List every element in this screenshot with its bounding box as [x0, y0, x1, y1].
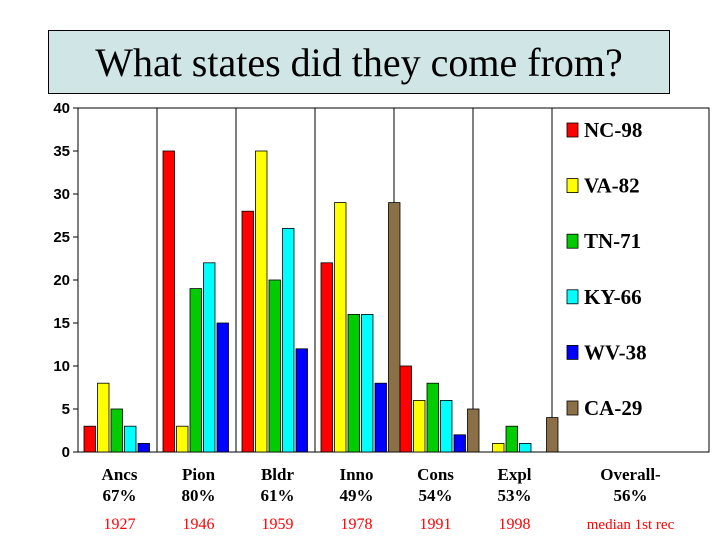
overall-label: Overall- [600, 465, 661, 484]
x-category-percent: 67% [103, 486, 137, 505]
bar [399, 365, 412, 453]
x-category-year: 1998 [499, 516, 531, 533]
x-category-year: 1946 [183, 516, 215, 533]
bar [347, 313, 360, 453]
x-category-year: 1991 [420, 516, 452, 533]
bar [492, 442, 505, 453]
bar [216, 322, 229, 453]
bar [453, 434, 466, 453]
legend-label: WV-38 [584, 340, 647, 364]
legend-label: VA-82 [584, 174, 640, 198]
bar [388, 202, 401, 453]
y-tick-label: 25 [53, 229, 70, 246]
bar [83, 425, 96, 453]
bar [546, 417, 559, 453]
bar [320, 262, 333, 453]
legend-swatch [566, 400, 579, 416]
bar [268, 279, 281, 453]
bar [413, 399, 426, 453]
bar [110, 408, 123, 453]
bar [124, 425, 137, 453]
bar [137, 442, 150, 453]
x-category-label: Inno [339, 465, 373, 484]
y-tick-label: 20 [53, 272, 70, 289]
x-category-year: 1927 [104, 516, 136, 533]
legend-swatch [566, 122, 579, 138]
bar [295, 348, 308, 453]
bar [97, 382, 110, 453]
bar [282, 227, 295, 453]
y-tick-label: 40 [53, 100, 70, 117]
x-category-percent: 61% [261, 486, 295, 505]
x-category-label: Cons [417, 465, 454, 484]
legend-label: NC-98 [584, 118, 642, 142]
y-tick-label: 5 [62, 401, 70, 418]
bar [374, 382, 387, 453]
legend-swatch [566, 344, 579, 360]
legend-label: KY-66 [584, 285, 642, 309]
x-category-percent: 54% [419, 486, 453, 505]
overall-percent: 56% [614, 486, 648, 505]
bar [189, 288, 202, 453]
legend-swatch [566, 178, 579, 194]
legend-label: TN-71 [584, 229, 641, 253]
y-tick-label: 35 [53, 143, 70, 160]
legend-label: CA-29 [584, 396, 642, 420]
x-category-label: Bldr [261, 465, 295, 484]
bar [176, 425, 189, 453]
bar [426, 382, 439, 453]
y-tick-label: 0 [62, 444, 70, 461]
bar [440, 399, 453, 453]
bar [467, 408, 480, 453]
bar [361, 313, 374, 453]
bar [162, 150, 175, 453]
bar [334, 202, 347, 453]
bar [241, 210, 254, 453]
chart-title: What states did they come from? [95, 39, 623, 85]
bar [505, 425, 518, 453]
y-tick-label: 10 [53, 358, 70, 375]
x-category-percent: 80% [182, 486, 216, 505]
y-tick-label: 30 [53, 186, 70, 203]
x-category-percent: 49% [340, 486, 374, 505]
y-tick-label: 15 [53, 315, 70, 332]
bar [203, 262, 216, 453]
legend-swatch [566, 233, 579, 249]
x-category-year: 1978 [341, 516, 373, 533]
x-category-percent: 53% [498, 486, 532, 505]
overall-note: median 1st rec [587, 517, 675, 533]
x-category-label: Ancs [102, 465, 138, 484]
chart-title-box: What states did they come from? [48, 30, 670, 94]
x-category-label: Pion [182, 465, 216, 484]
x-category-year: 1959 [262, 516, 294, 533]
x-category-label: Expl [497, 465, 531, 484]
bar [519, 442, 532, 453]
legend-swatch [566, 289, 579, 305]
bar [255, 150, 268, 453]
